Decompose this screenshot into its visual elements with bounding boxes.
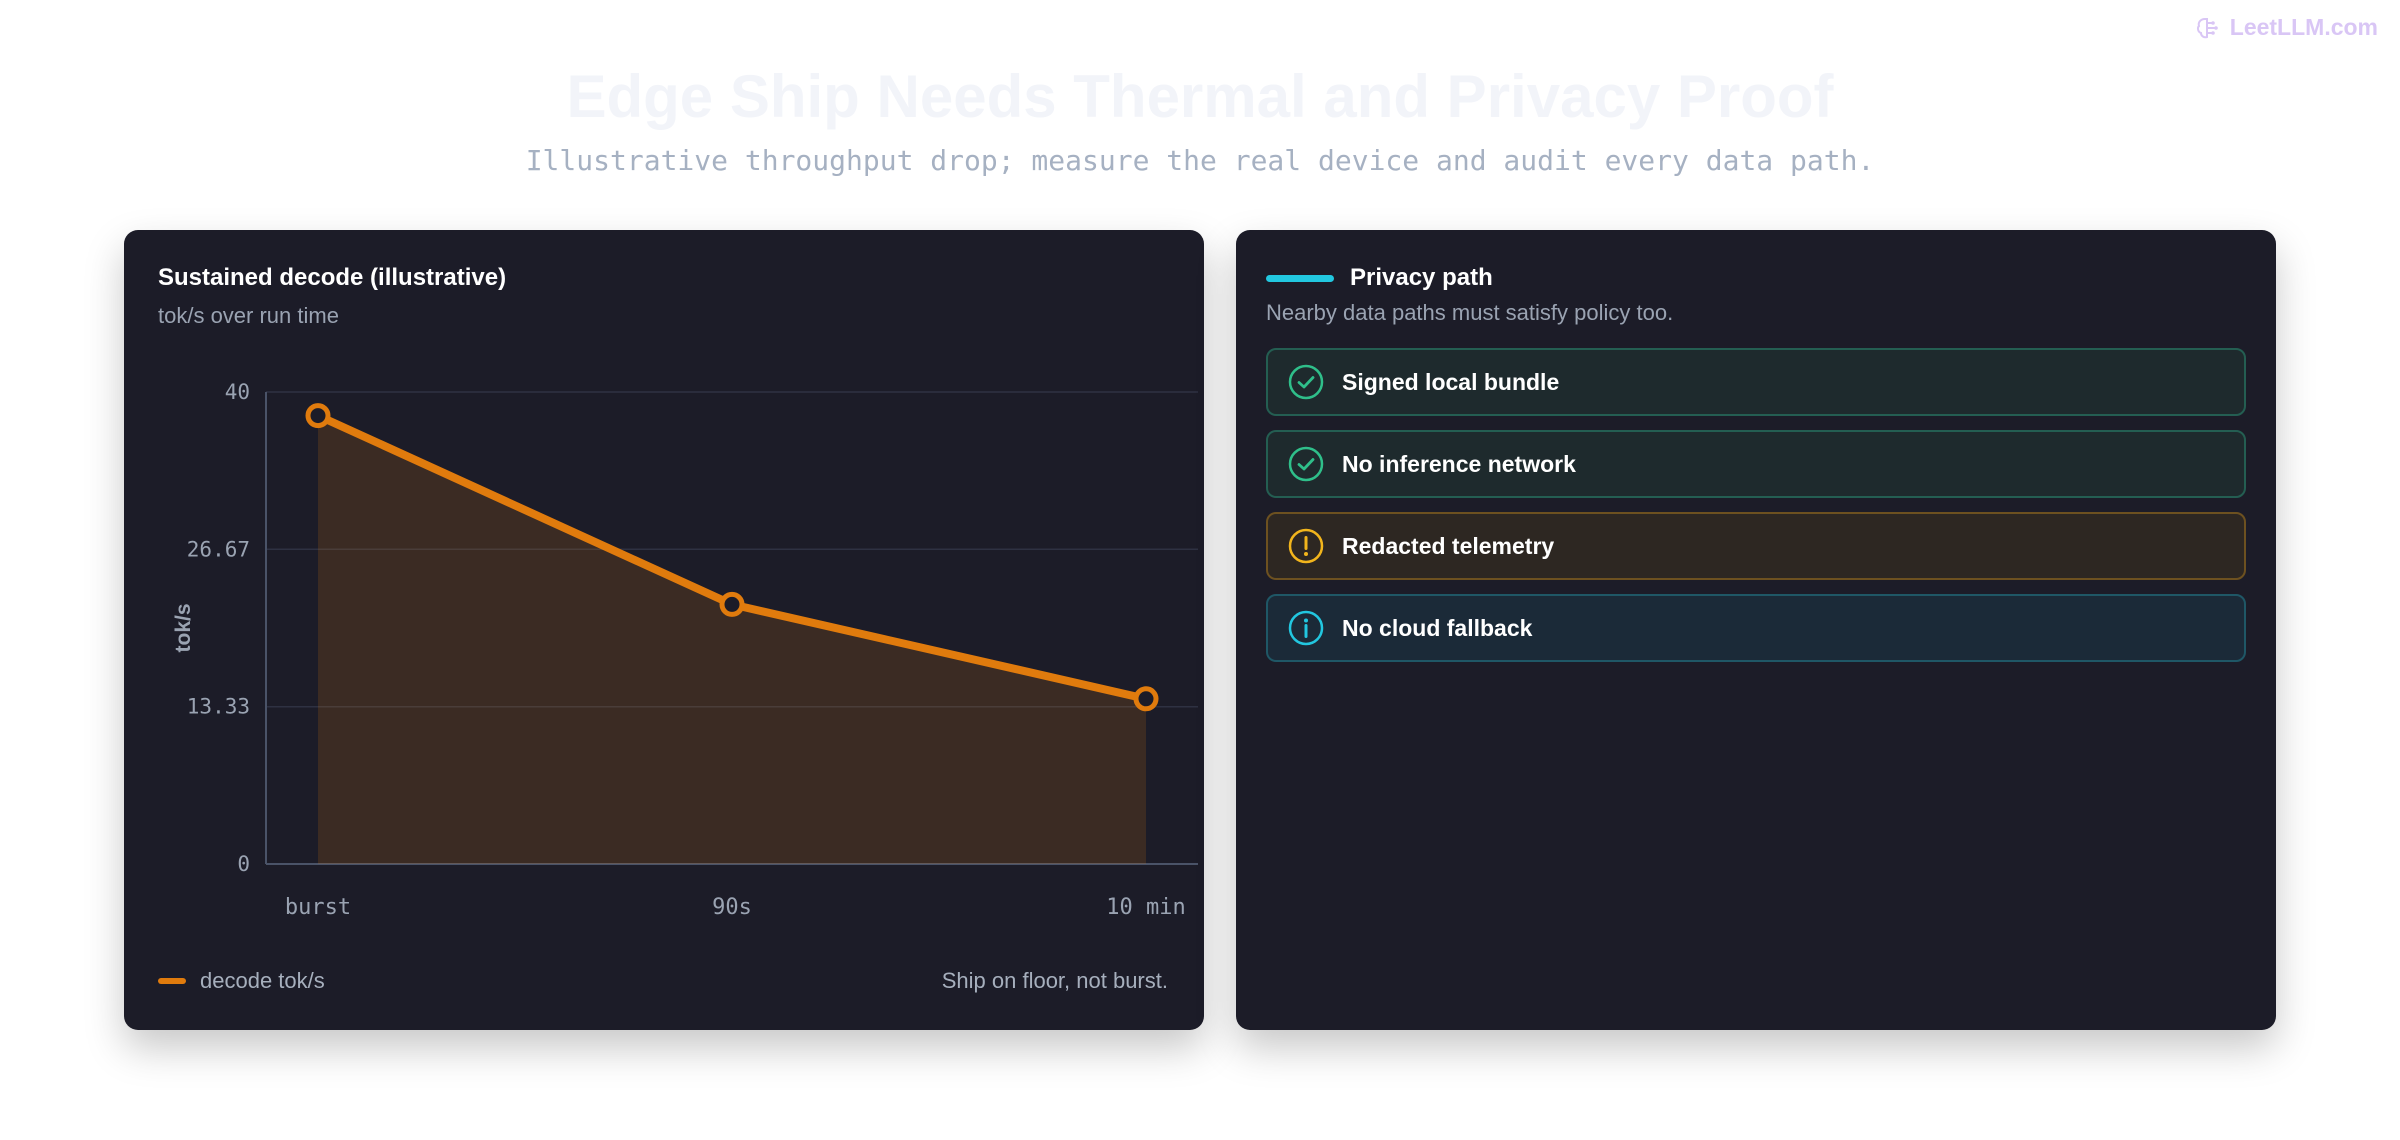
chart-subtitle: tok/s over run time (158, 303, 339, 328)
privacy-header: Privacy path (1266, 264, 1493, 292)
privacy-item-redacted-telemetry: Redacted telemetry (1266, 512, 2246, 580)
series-area (318, 415, 1146, 864)
privacy-item-signed-local-bundle: Signed local bundle (1266, 348, 2246, 416)
y-tick-label: 13.33 (187, 695, 250, 719)
privacy-item-label: No inference network (1342, 450, 1576, 477)
y-tick-label: 26.67 (187, 537, 250, 561)
y-tick-label: 0 (237, 852, 250, 876)
legend-swatch (158, 978, 186, 984)
chart-note: Ship on floor, not burst. (941, 968, 1168, 993)
privacy-title: Privacy path (1350, 264, 1493, 291)
data-point (1133, 686, 1159, 712)
check-circle-icon (1288, 364, 1324, 400)
privacy-item-label: No cloud fallback (1342, 614, 1533, 641)
page-subtitle: Illustrative throughput drop; measure th… (525, 144, 1875, 177)
chart-title: Sustained decode (illustrative) (158, 264, 507, 291)
chart-legend: decode tok/s (158, 968, 325, 994)
privacy-item-no-inference-network: No inference network (1266, 430, 2246, 498)
x-tick-label: 10 min (1106, 895, 1185, 920)
x-tick-label: 90s (712, 895, 752, 920)
brand-label: LeetLLM.com (2229, 14, 2378, 40)
y-tick-label: 40 (225, 380, 250, 404)
check-circle-icon (1288, 446, 1324, 482)
privacy-list: Signed local bundle No inference network… (1266, 348, 2246, 676)
privacy-item-no-cloud-fallback: No cloud fallback (1266, 594, 2246, 662)
exclamation-circle-icon (1288, 528, 1324, 564)
privacy-item-label: Redacted telemetry (1342, 532, 1555, 559)
data-point (719, 591, 745, 617)
page-title: Edge Ship Needs Thermal and Privacy Proo… (566, 63, 1834, 130)
y-axis-label: tok/s (172, 603, 195, 652)
brain-icon (2196, 17, 2218, 38)
chart-card: Sustained decode (illustrative) tok/s ov… (124, 230, 1204, 1030)
brand[interactable]: LeetLLM.com (2194, 14, 2378, 41)
legend-label: decode tok/s (200, 968, 325, 993)
privacy-card: Privacy path Nearby data paths must sati… (1236, 230, 2276, 1030)
data-point (305, 403, 331, 429)
info-circle-icon (1288, 610, 1324, 646)
privacy-item-label: Signed local bundle (1342, 368, 1560, 395)
privacy-accent-bar (1266, 274, 1334, 282)
privacy-subtitle: Nearby data paths must satisfy policy to… (1266, 300, 1674, 325)
decode-chart: 0 13.33 26.67 40 tok/s burst 90s 10 min (172, 380, 1198, 920)
x-tick-label: burst (285, 895, 351, 920)
